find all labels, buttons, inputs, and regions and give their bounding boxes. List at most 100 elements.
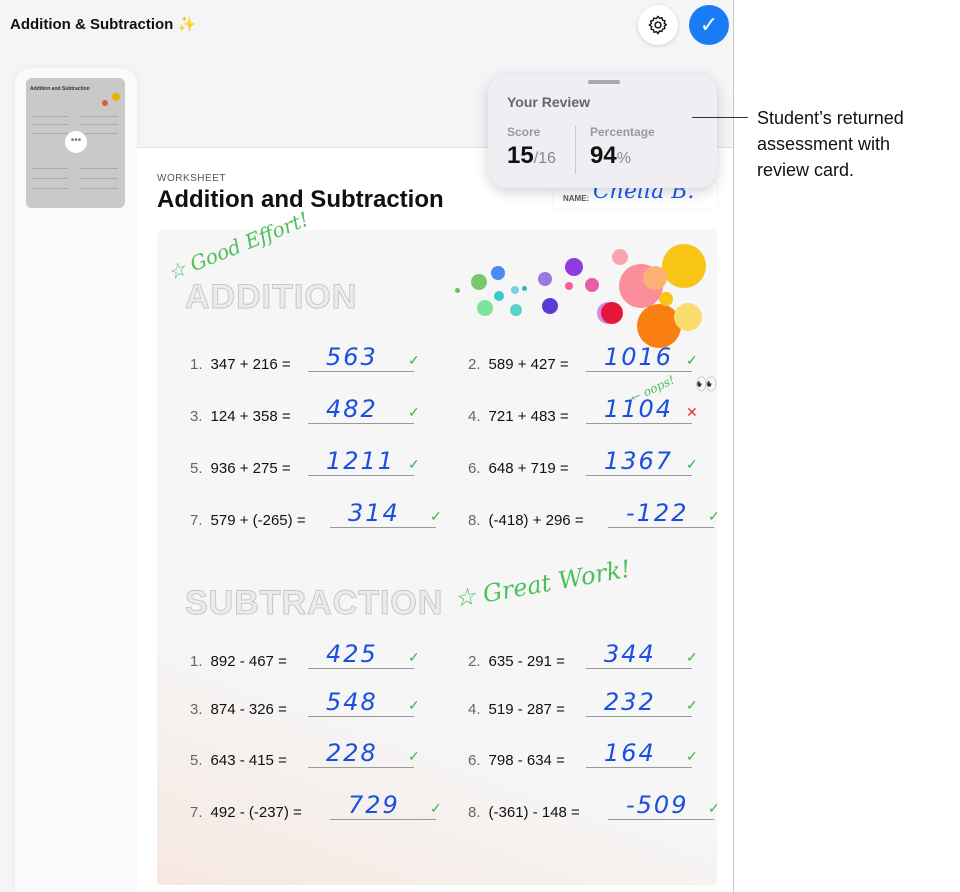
handwritten-answer: -509 bbox=[626, 791, 689, 819]
score-label: Score bbox=[507, 125, 541, 139]
decorative-dot bbox=[662, 244, 706, 288]
done-button[interactable]: ✓ bbox=[689, 5, 729, 45]
thumbnail-title: Addition and Subtraction bbox=[30, 86, 90, 92]
callout-line bbox=[692, 117, 748, 118]
problem-row: 2. 635 - 291 = bbox=[468, 653, 565, 670]
answer-field: 164 bbox=[586, 739, 692, 768]
problem-question: 874 - 326 = bbox=[210, 701, 287, 718]
worksheet-title: Addition and Subtraction bbox=[157, 186, 444, 213]
answer-field: -509 bbox=[608, 791, 714, 820]
checkmark-icon: ✓ bbox=[686, 649, 698, 665]
percentage-value: 94% bbox=[590, 142, 631, 170]
eyes-emoji: 👀 bbox=[695, 374, 718, 394]
handwritten-answer: 1367 bbox=[604, 447, 674, 475]
handwritten-answer: 548 bbox=[326, 688, 378, 716]
checkmark-icon: ✓ bbox=[408, 352, 420, 368]
page-sidebar: Addition and Subtraction ••• bbox=[15, 68, 137, 892]
problem-question: 589 + 427 = bbox=[488, 356, 569, 373]
score-total: /16 bbox=[533, 150, 556, 167]
problem-question: 648 + 719 = bbox=[488, 460, 569, 477]
answer-field: 729 bbox=[330, 791, 436, 820]
problem-number: 6. bbox=[468, 752, 481, 769]
problem-row: 1. 347 + 216 = bbox=[190, 356, 291, 373]
decorative-dot bbox=[585, 278, 599, 292]
problem-number: 1. bbox=[190, 653, 203, 670]
decorative-dot bbox=[565, 282, 573, 290]
problem-question: 721 + 483 = bbox=[488, 408, 569, 425]
answer-field: 548 bbox=[308, 688, 414, 717]
decorative-dot bbox=[542, 298, 558, 314]
checkmark-icon: ✓ bbox=[430, 508, 442, 524]
drag-handle[interactable] bbox=[588, 80, 620, 84]
decorative-dot bbox=[494, 291, 504, 301]
great-work-note: ☆ Great Work! bbox=[451, 554, 633, 614]
problem-row: 7. 492 - (-237) = bbox=[190, 804, 302, 821]
problem-question: (-361) - 148 = bbox=[488, 804, 580, 821]
decorative-dot bbox=[659, 292, 673, 306]
checkmark-icon: ✓ bbox=[686, 352, 698, 368]
checkmark-icon: ✓ bbox=[699, 12, 719, 37]
checkmark-icon: ✓ bbox=[686, 748, 698, 764]
handwritten-answer: 164 bbox=[604, 739, 656, 767]
x-mark-icon: ✕ bbox=[686, 404, 698, 420]
handwritten-answer: 482 bbox=[326, 395, 378, 423]
more-options-button[interactable]: ••• bbox=[65, 131, 87, 153]
decorative-dot bbox=[522, 286, 527, 291]
decorative-dot bbox=[674, 303, 702, 331]
handwritten-answer: 1211 bbox=[326, 447, 396, 475]
problem-row: 8. (-418) + 296 = bbox=[468, 512, 584, 529]
problem-number: 5. bbox=[190, 460, 203, 477]
answer-field: 228 bbox=[308, 739, 414, 768]
review-title: Your Review bbox=[507, 94, 590, 110]
checkmark-icon: ✓ bbox=[708, 508, 720, 524]
decorative-dot bbox=[511, 286, 519, 294]
problem-row: 5. 936 + 275 = bbox=[190, 460, 291, 477]
problem-row: 4. 519 - 287 = bbox=[468, 701, 565, 718]
answer-field: 1211 bbox=[308, 447, 414, 476]
problem-number: 5. bbox=[190, 752, 203, 769]
answer-field: 344 bbox=[586, 640, 692, 669]
problem-row: 3. 874 - 326 = bbox=[190, 701, 287, 718]
handwritten-answer: 228 bbox=[326, 739, 378, 767]
percent-sign: % bbox=[616, 150, 631, 167]
page-thumbnail[interactable]: Addition and Subtraction ••• bbox=[26, 78, 125, 208]
callout-text: Student’s returned assessment with revie… bbox=[757, 108, 904, 180]
answer-field: 232 bbox=[586, 688, 692, 717]
problem-number: 1. bbox=[190, 356, 203, 373]
problem-row: 6. 798 - 634 = bbox=[468, 752, 565, 769]
problem-row: 6. 648 + 719 = bbox=[468, 460, 569, 477]
handwritten-answer: -122 bbox=[626, 499, 689, 527]
score-value: 15/16 bbox=[507, 142, 556, 170]
answer-field: 314 bbox=[330, 499, 436, 528]
decorative-dot bbox=[601, 302, 623, 324]
decorative-dot bbox=[491, 266, 505, 280]
handwritten-answer: 563 bbox=[326, 343, 378, 371]
problem-number: 6. bbox=[468, 460, 481, 477]
review-card[interactable]: Your Review Score 15/16 Percentage 94% bbox=[488, 74, 717, 188]
checkmark-icon: ✓ bbox=[708, 800, 720, 816]
problem-question: 124 + 358 = bbox=[210, 408, 291, 425]
problem-question: 936 + 275 = bbox=[210, 460, 291, 477]
handwritten-answer: 425 bbox=[326, 640, 378, 668]
problem-question: 798 - 634 = bbox=[488, 752, 565, 769]
checkmark-icon: ✓ bbox=[408, 404, 420, 420]
problem-row: 8. (-361) - 148 = bbox=[468, 804, 580, 821]
score: 15 bbox=[507, 142, 534, 169]
answer-field: 482 bbox=[308, 395, 414, 424]
decorative-dot bbox=[637, 304, 681, 348]
problem-number: 7. bbox=[190, 804, 203, 821]
decorative-dot bbox=[612, 249, 628, 265]
answer-field: -122 bbox=[608, 499, 714, 528]
problem-question: 892 - 467 = bbox=[210, 653, 287, 670]
app-title: Addition & Subtraction ✨ bbox=[10, 16, 197, 33]
problem-question: 643 - 415 = bbox=[210, 752, 287, 769]
handwritten-answer: 314 bbox=[348, 499, 400, 527]
worksheet-label: WORKSHEET bbox=[157, 173, 226, 184]
decorative-dot bbox=[455, 288, 460, 293]
checkmark-icon: ✓ bbox=[408, 649, 420, 665]
problem-row: 1. 892 - 467 = bbox=[190, 653, 287, 670]
settings-button[interactable] bbox=[638, 5, 678, 45]
problem-question: 635 - 291 = bbox=[488, 653, 565, 670]
handwritten-answer: 232 bbox=[604, 688, 656, 716]
problem-row: 2. 589 + 427 = bbox=[468, 356, 569, 373]
